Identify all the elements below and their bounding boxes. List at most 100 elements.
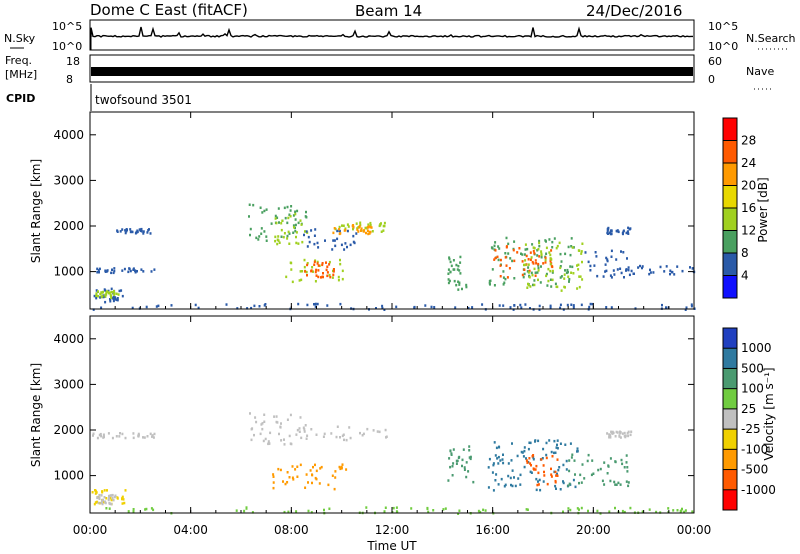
range-cell [535, 488, 538, 492]
range-cell [627, 266, 630, 269]
range-cell [118, 435, 121, 438]
range-cell [312, 270, 314, 273]
range-cell [298, 430, 301, 433]
colorbar-swatch [723, 253, 737, 276]
range-cell [146, 231, 149, 234]
range-cell [314, 463, 316, 467]
range-cell [153, 432, 156, 436]
range-cell [315, 268, 318, 272]
range-cell [410, 507, 413, 510]
nave-tick-top: 60 [708, 55, 722, 68]
range-cell [529, 470, 532, 474]
range-cell [146, 435, 149, 438]
nsearch-tick-bottom: 10^0 [708, 40, 738, 53]
range-cell [310, 229, 313, 232]
range-cell [615, 258, 618, 261]
range-cell [537, 269, 540, 272]
range-cell [456, 459, 459, 463]
range-cell [465, 475, 468, 479]
range-cell [596, 509, 599, 513]
range-cell [372, 429, 375, 432]
range-cell [287, 216, 290, 220]
range-cell [547, 279, 550, 283]
range-cell [383, 510, 386, 513]
range-cell [100, 494, 103, 497]
range-cell [529, 307, 531, 310]
range-cell [111, 436, 114, 440]
range-cell [320, 276, 322, 279]
range-cell [649, 268, 651, 272]
date-title: 24/Dec/2016 [586, 2, 682, 20]
range-cell [311, 266, 314, 269]
freq-tick-bottom: 8 [66, 73, 73, 86]
range-cell [550, 285, 553, 288]
range-cell [457, 512, 460, 515]
range-cell [571, 246, 574, 249]
range-cell [538, 308, 541, 311]
range-cell [113, 269, 116, 273]
range-cell [496, 457, 499, 460]
range-cell [497, 245, 500, 248]
range-cell [295, 433, 298, 436]
xlabel: Time UT [366, 539, 417, 553]
range-cell [568, 482, 571, 486]
range-cell [681, 269, 684, 273]
range-cell [145, 305, 148, 309]
range-cell [282, 235, 285, 239]
range-cell [294, 218, 297, 221]
range-cell [608, 510, 611, 513]
range-cell [449, 260, 452, 264]
range-cell [100, 434, 103, 438]
range-cell [331, 474, 334, 477]
range-cell [290, 442, 293, 446]
range-cell [338, 229, 341, 233]
range-cell [254, 416, 257, 419]
range-cell [128, 267, 131, 270]
range-cell [565, 468, 568, 471]
range-cell [491, 268, 494, 271]
cpid-text: twofsound 3501 [95, 93, 192, 107]
range-cell [100, 291, 103, 294]
range-cell [493, 258, 496, 261]
range-cell [527, 263, 530, 266]
range-cell [260, 232, 263, 235]
range-cell [610, 430, 613, 434]
range-cell [613, 480, 616, 484]
range-cell [549, 304, 552, 308]
range-cell [395, 506, 398, 509]
range-cell [542, 447, 545, 451]
range-cell [448, 256, 451, 259]
range-cell [278, 221, 280, 224]
range-cell [383, 308, 386, 311]
range-cell [463, 468, 466, 471]
range-cell [448, 257, 451, 261]
range-cell [103, 496, 106, 499]
range-cell [284, 482, 287, 486]
range-cell [511, 442, 513, 445]
colorbar-tick-label: 24 [741, 156, 756, 170]
range-cell [359, 229, 362, 232]
range-cell [321, 263, 324, 267]
range-cell [505, 236, 508, 240]
range-cell [560, 275, 563, 278]
range-cell [295, 235, 297, 239]
range-cell [576, 287, 579, 290]
range-cell [545, 272, 548, 276]
range-cell [479, 510, 482, 514]
range-cell [296, 209, 299, 213]
range-cell [609, 479, 612, 483]
range-cell [468, 456, 471, 459]
range-cell [116, 229, 119, 232]
range-cell [562, 463, 565, 467]
range-cell [137, 434, 140, 437]
range-cell [263, 413, 266, 416]
range-cell [690, 304, 693, 308]
range-cell [581, 278, 584, 281]
range-cell [562, 510, 564, 513]
range-cell [258, 235, 261, 238]
range-cell [545, 441, 548, 445]
colorbar-tick-label: -500 [741, 463, 768, 477]
range-cell [331, 276, 334, 279]
range-cell [294, 212, 297, 216]
range-cell [525, 254, 528, 258]
